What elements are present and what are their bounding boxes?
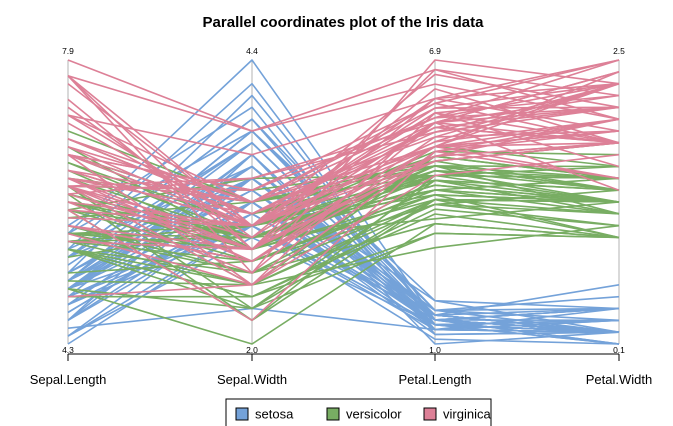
series-line-virginica [67, 130, 620, 263]
series-line-versicolor [67, 198, 620, 286]
series-line-virginica [67, 82, 620, 215]
series-line-virginica [67, 59, 620, 191]
series-line-versicolor [67, 179, 620, 274]
series-line-virginica [67, 68, 620, 132]
legend-swatch-setosa [235, 407, 249, 421]
series-line-virginica [67, 59, 620, 156]
series-line-versicolor [67, 213, 620, 298]
series-line-virginica [67, 142, 620, 227]
legend-label-virginica: virginica [443, 407, 491, 422]
axis-max-label-petal-length: 6.9 [429, 46, 441, 56]
axis-max-label-sepal-length: 7.9 [62, 46, 74, 56]
legend-label-setosa: setosa [255, 407, 294, 422]
axis-min-label-petal-width: 0.1 [613, 345, 625, 355]
series-line-versicolor [67, 224, 620, 286]
series-line-setosa [67, 307, 620, 331]
series-line-virginica [67, 150, 620, 322]
data-lines-layer [67, 59, 620, 345]
legend-box [225, 398, 492, 426]
series-line-virginica [67, 121, 620, 274]
axis-max-label-sepal-width: 4.4 [246, 46, 258, 56]
series-line-virginica [67, 68, 620, 251]
series-line-versicolor [67, 179, 620, 310]
series-line-versicolor [67, 222, 620, 274]
series-line-virginica [67, 112, 620, 227]
series-line-virginica [67, 71, 620, 215]
series-line-virginica [67, 130, 620, 286]
axis-name-sepal-width: Sepal.Width [217, 372, 287, 387]
series-line-virginica [67, 118, 620, 251]
series-line-versicolor [67, 194, 620, 251]
axis-frame-layer: 7.9 4.3 Sepal.Length 4.4 2.0 Sepal.Width 6.9 1.… [30, 46, 653, 387]
axis-min-label-petal-length: 1.0 [429, 345, 441, 355]
series-line-setosa [67, 165, 620, 316]
axis-name-petal-length: Petal.Length [398, 372, 471, 387]
axis-min-label-sepal-length: 4.3 [62, 345, 74, 355]
series-line-virginica [67, 102, 620, 203]
series-line-virginica [67, 130, 620, 263]
series-line-versicolor [67, 232, 620, 310]
series-line-virginica [67, 59, 620, 132]
series-line-virginica [67, 126, 620, 215]
series-line-setosa [67, 224, 620, 345]
series-line-setosa [67, 130, 620, 333]
axis-min-label-sepal-width: 2.0 [246, 345, 258, 355]
series-line-versicolor [67, 184, 620, 239]
series-line-virginica [67, 118, 620, 227]
legend: setosa versicolor virginica [225, 398, 492, 426]
axis-name-sepal-length: Sepal.Length [30, 372, 107, 387]
chart-title: Parallel coordinates plot of the Iris da… [203, 14, 485, 31]
series-line-virginica [67, 59, 620, 191]
legend-swatch-virginica [423, 407, 437, 421]
axis-max-label-petal-width: 2.5 [613, 46, 625, 56]
series-line-virginica [67, 142, 620, 227]
legend-swatch-versicolor [326, 407, 340, 421]
legend-label-versicolor: versicolor [346, 407, 402, 422]
series-line-virginica [67, 82, 620, 195]
axis-name-petal-width: Petal.Width [586, 372, 652, 387]
series-line-setosa [67, 142, 620, 333]
series-line-virginica [67, 75, 620, 227]
